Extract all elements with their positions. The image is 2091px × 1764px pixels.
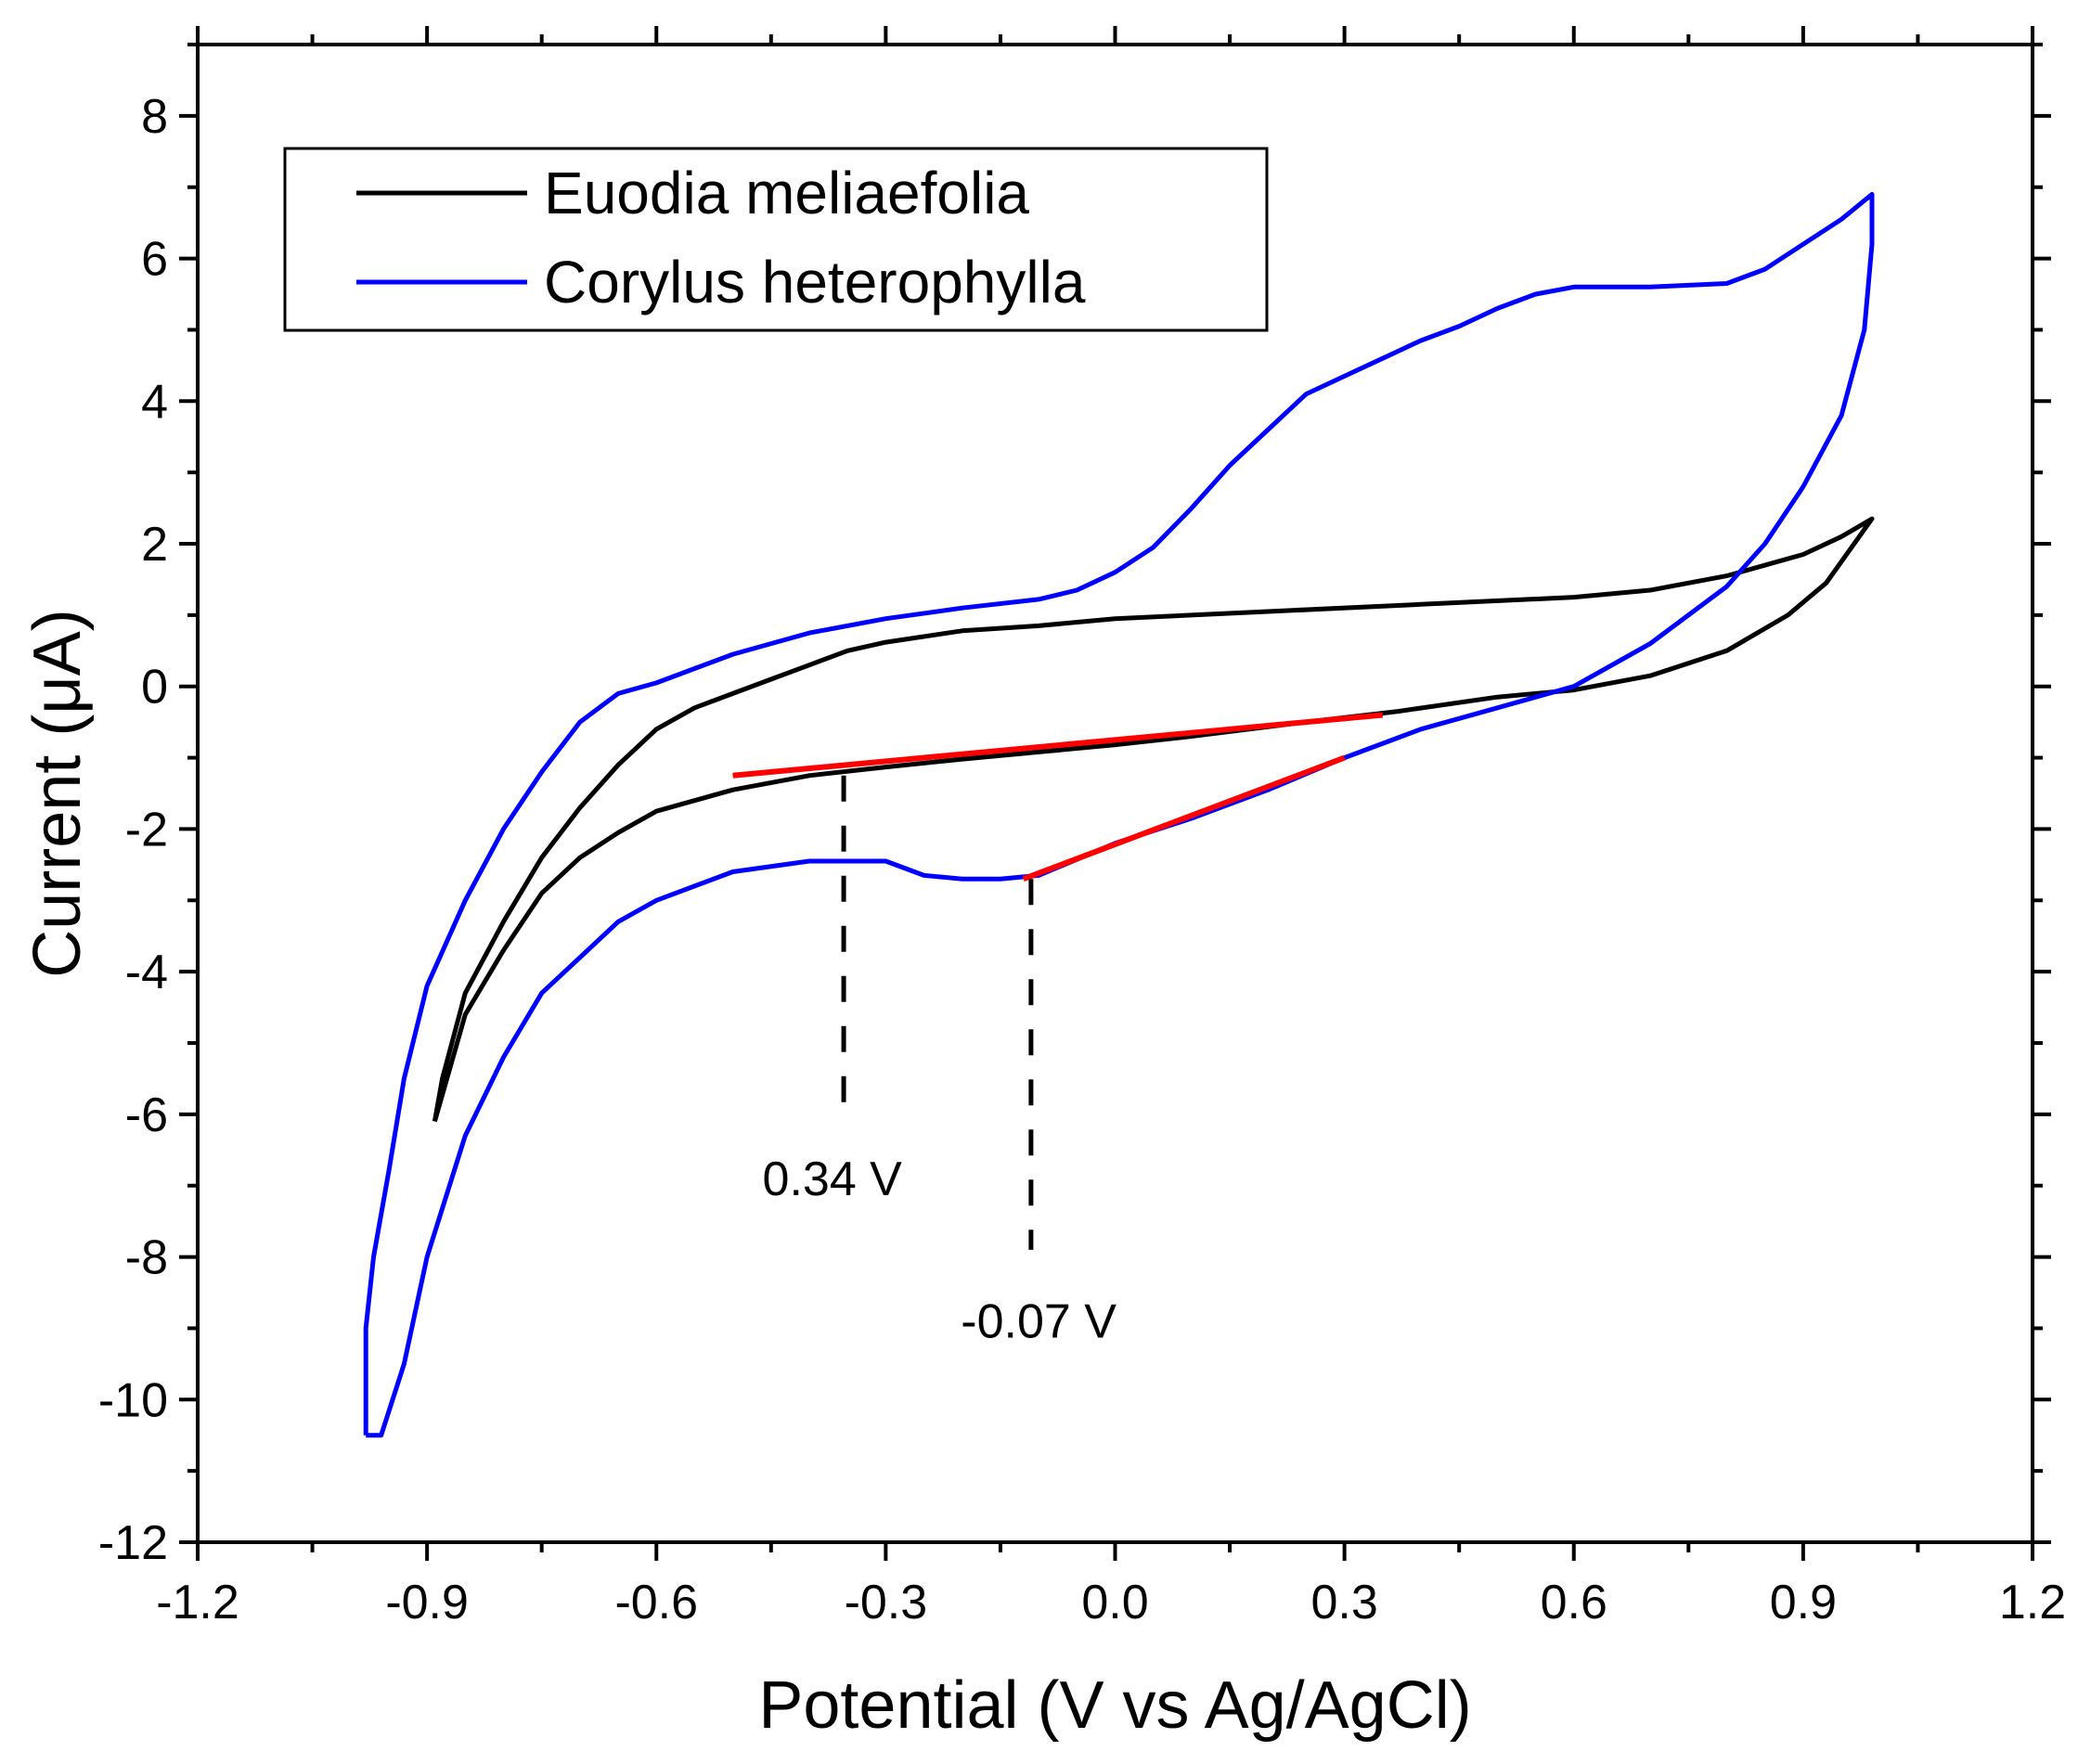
y-tick-label: -10 [98, 1373, 168, 1427]
y-axis-ticks: -12 -10 -8 -6 -4 -2 0 2 4 6 8 [98, 43, 2051, 1570]
y-axis-title: Current (μA) [20, 609, 95, 978]
y-tick-label: 6 [141, 233, 168, 287]
marker-0.34-label: 0.34 V [763, 1152, 903, 1206]
legend-label-corylus: Corylus heterophylla [544, 249, 1086, 315]
x-tick-label: -0.3 [845, 1576, 928, 1629]
x-axis-title: Potential (V vs Ag/AgCl) [758, 1668, 1471, 1743]
x-tick-label: 0.0 [1081, 1576, 1148, 1629]
legend: Euodia meliaefolia Corylus heterophylla [283, 147, 1269, 332]
y-tick-label: -4 [125, 946, 168, 999]
legend-box [283, 147, 1269, 332]
series-group [363, 191, 1875, 1438]
baseline-euodia [732, 712, 1384, 779]
marker-minus-0.07-label: -0.07 V [961, 1295, 1116, 1349]
x-axis-ticks: -1.2 -0.9 -0.6 -0.3 0.0 0.3 0.6 0.9 1.2 [156, 26, 2066, 1629]
baseline-corylus [1022, 754, 1346, 882]
series-line-0 [432, 516, 1875, 1123]
plot-area: 0.34 V -0.07 V [363, 191, 1875, 1438]
legend-label-euodia: Euodia meliaefolia [544, 160, 1029, 226]
x-tick-label: -0.9 [385, 1576, 469, 1629]
x-tick-label: 0.6 [1541, 1576, 1607, 1629]
marker-group: 0.34 V -0.07 V [763, 775, 1116, 1349]
series-line-1 [363, 191, 1875, 1438]
y-tick-label: 8 [141, 90, 168, 144]
y-tick-label: -8 [125, 1231, 168, 1285]
y-tick-label: 0 [141, 661, 168, 715]
x-tick-label: 0.3 [1310, 1576, 1377, 1629]
x-tick-label: 0.9 [1770, 1576, 1837, 1629]
y-tick-label: -2 [125, 803, 168, 856]
x-tick-label: -1.2 [156, 1576, 239, 1629]
y-tick-label: 4 [141, 375, 168, 429]
baseline-group [732, 712, 1384, 882]
x-tick-label: -0.6 [614, 1576, 698, 1629]
y-tick-label: 2 [141, 518, 168, 572]
y-tick-label: -6 [125, 1088, 168, 1142]
y-tick-label: -12 [98, 1516, 168, 1570]
x-tick-label: 1.2 [1999, 1576, 2066, 1629]
